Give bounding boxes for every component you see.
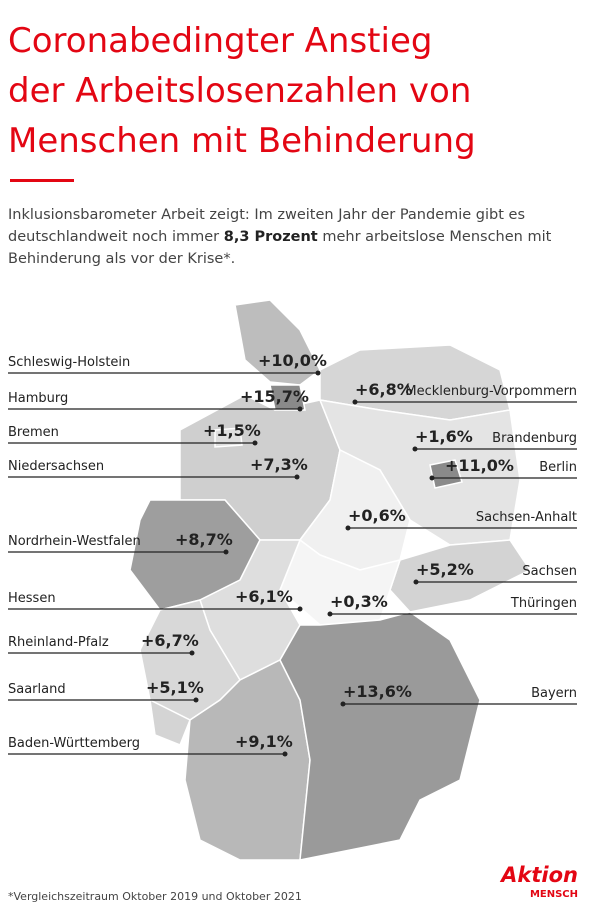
state-value: +1,6% bbox=[415, 427, 473, 446]
state-value: +15,7% bbox=[240, 387, 309, 406]
map bbox=[129, 299, 532, 861]
intro-text: mehr arbeitslose Menschen mit bbox=[318, 229, 552, 245]
state-name: Sachsen bbox=[522, 564, 577, 579]
pointer-dot bbox=[412, 446, 418, 452]
state-value: +6,1% bbox=[235, 587, 293, 606]
state-value: +10,0% bbox=[258, 351, 327, 370]
state-value: +9,1% bbox=[235, 732, 293, 751]
intro-line: deutschlandweit noch immer 8,3 Prozent m… bbox=[8, 229, 552, 245]
pointer-dot bbox=[189, 650, 195, 656]
title-line: Coronabedingter Anstieg bbox=[8, 21, 432, 61]
intro-bold: 8,3 Prozent bbox=[224, 229, 318, 245]
pointer-dot bbox=[413, 579, 419, 585]
pointer-dot bbox=[252, 440, 258, 446]
state-name: Niedersachsen bbox=[8, 459, 104, 474]
pointer-dot bbox=[352, 399, 358, 405]
state-name: Rheinland-Pfalz bbox=[8, 635, 109, 650]
state-area bbox=[149, 698, 191, 746]
state-name: Saarland bbox=[8, 682, 66, 697]
title-line: Menschen mit Behinderung bbox=[8, 121, 476, 161]
pointer-dot bbox=[429, 475, 435, 481]
state-name: Hessen bbox=[8, 591, 56, 606]
state-area bbox=[234, 299, 321, 386]
footnote: *Vergleichszeitraum Oktober 2019 und Okt… bbox=[8, 890, 302, 903]
pointer-dot bbox=[297, 606, 303, 612]
logo-top: Aktion bbox=[499, 863, 578, 887]
pointer-dot bbox=[345, 525, 351, 531]
intro-line: Inklusionsbarometer Arbeit zeigt: Im zwe… bbox=[8, 207, 525, 223]
pointer-dot bbox=[327, 611, 333, 617]
state-area bbox=[389, 539, 532, 613]
state-name: Baden-Württemberg bbox=[8, 736, 140, 751]
pointer-dot bbox=[294, 474, 300, 480]
pointer-dot bbox=[193, 697, 199, 703]
title-line: der Arbeitslosenzahlen von bbox=[8, 71, 471, 111]
state-value: +0,6% bbox=[348, 506, 406, 525]
state-value: +6,8% bbox=[355, 380, 413, 399]
state-area bbox=[214, 427, 243, 448]
state-area bbox=[279, 538, 402, 626]
state-area bbox=[269, 384, 306, 411]
state-name: Bremen bbox=[8, 425, 59, 440]
pointer-dot bbox=[223, 549, 229, 555]
state-name: Berlin bbox=[539, 460, 577, 475]
state-name: Brandenburg bbox=[492, 431, 577, 446]
logo-bottom: MENSCH bbox=[530, 889, 578, 900]
pointer-dot bbox=[297, 406, 303, 412]
state-area bbox=[279, 611, 481, 861]
state-name: Sachsen-Anhalt bbox=[476, 510, 577, 525]
pointer-dot bbox=[282, 751, 288, 757]
intro-line: Behinderung als vor der Krise*. bbox=[8, 251, 235, 267]
state-name: Hamburg bbox=[8, 391, 68, 406]
intro-text: deutschlandweit noch immer bbox=[8, 229, 224, 245]
state-name: Mecklenburg-Vorpommern bbox=[405, 384, 577, 399]
state-name: Thüringen bbox=[510, 596, 577, 611]
pointer-dot bbox=[315, 370, 321, 376]
state-area bbox=[429, 459, 463, 489]
state-labels: Schleswig-Holstein +10,0% Hamburg +15,7% Bre… bbox=[8, 351, 577, 757]
state-value: +5,1% bbox=[146, 678, 204, 697]
state-value: +0,3% bbox=[330, 592, 388, 611]
state-value: +1,5% bbox=[203, 421, 261, 440]
state-name: Nordrhein-Westfalen bbox=[8, 534, 141, 549]
title-rule bbox=[10, 179, 74, 182]
state-value: +8,7% bbox=[175, 530, 233, 549]
state-value: +11,0% bbox=[445, 456, 514, 475]
state-name: Bayern bbox=[531, 686, 577, 701]
state-value: +13,6% bbox=[343, 682, 412, 701]
state-value: +7,3% bbox=[250, 455, 308, 474]
state-value: +5,2% bbox=[416, 560, 474, 579]
pointer-dot bbox=[340, 701, 346, 707]
state-value: +6,7% bbox=[141, 631, 199, 650]
state-name: Schleswig-Holstein bbox=[8, 355, 130, 370]
